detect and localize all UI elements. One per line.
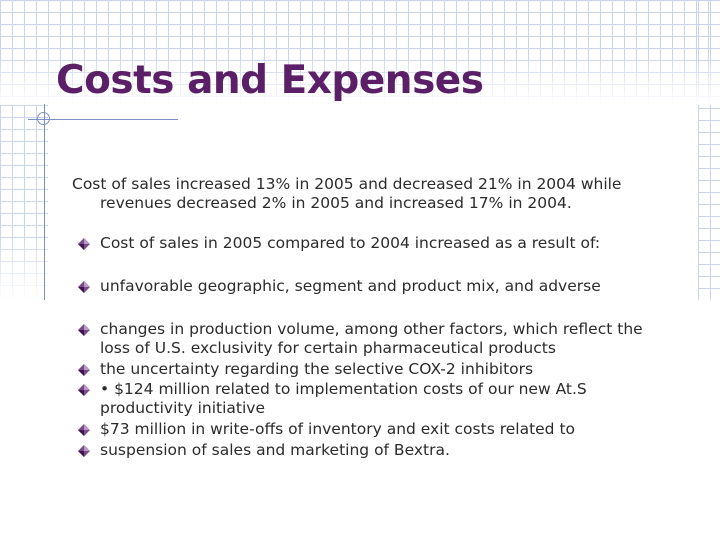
bullet-line: changes in production volume, among othe… [100,320,643,338]
intro-paragraph: Cost of sales increased 13% in 2005 and … [72,175,672,213]
background-grid-right [698,0,720,300]
bullet-line: Cost of sales in 2005 compared to 2004 i… [100,234,601,252]
slide-title: Costs and Expenses [56,58,484,103]
diamond-bullet-icon [78,324,90,336]
bullet-line: the uncertainty regarding the selective … [100,360,534,378]
bullet-line: suspension of sales and marketing of Bex… [100,441,450,459]
grid-fade-left [0,230,60,302]
rule-junction-circle-icon [37,112,50,125]
bullet-text: $73 million in write-offs of inventory a… [100,420,690,439]
title-underline [28,119,178,120]
bullet-text: • $124 million related to implementation… [100,380,690,418]
intro-line-1: Cost of sales increased 13% in 2005 and … [72,175,622,193]
grid-fade [0,55,720,105]
diamond-bullet-icon [78,281,90,293]
bullet-text: suspension of sales and marketing of Bex… [100,441,690,460]
diamond-bullet-icon [78,364,90,376]
diamond-bullet-icon [78,424,90,436]
bullet-text: changes in production volume, among othe… [100,320,690,358]
left-vertical-rule [44,104,45,300]
bullet-line: productivity initiative [100,399,265,417]
diamond-bullet-icon [78,384,90,396]
bullet-line: loss of U.S. exclusivity for certain pha… [100,339,556,357]
bullet-text: unfavorable geographic, segment and prod… [100,277,690,296]
bullet-line: unfavorable geographic, segment and prod… [100,277,601,295]
intro-line-2: revenues decreased 2% in 2005 and increa… [100,194,572,212]
diamond-bullet-icon [78,445,90,457]
bullet-text: Cost of sales in 2005 compared to 2004 i… [100,234,690,253]
bullet-line: $73 million in write-offs of inventory a… [100,420,576,438]
diamond-bullet-icon [78,238,90,250]
bullet-line: • $124 million related to implementation… [100,380,587,398]
bullet-text: the uncertainty regarding the selective … [100,360,690,379]
